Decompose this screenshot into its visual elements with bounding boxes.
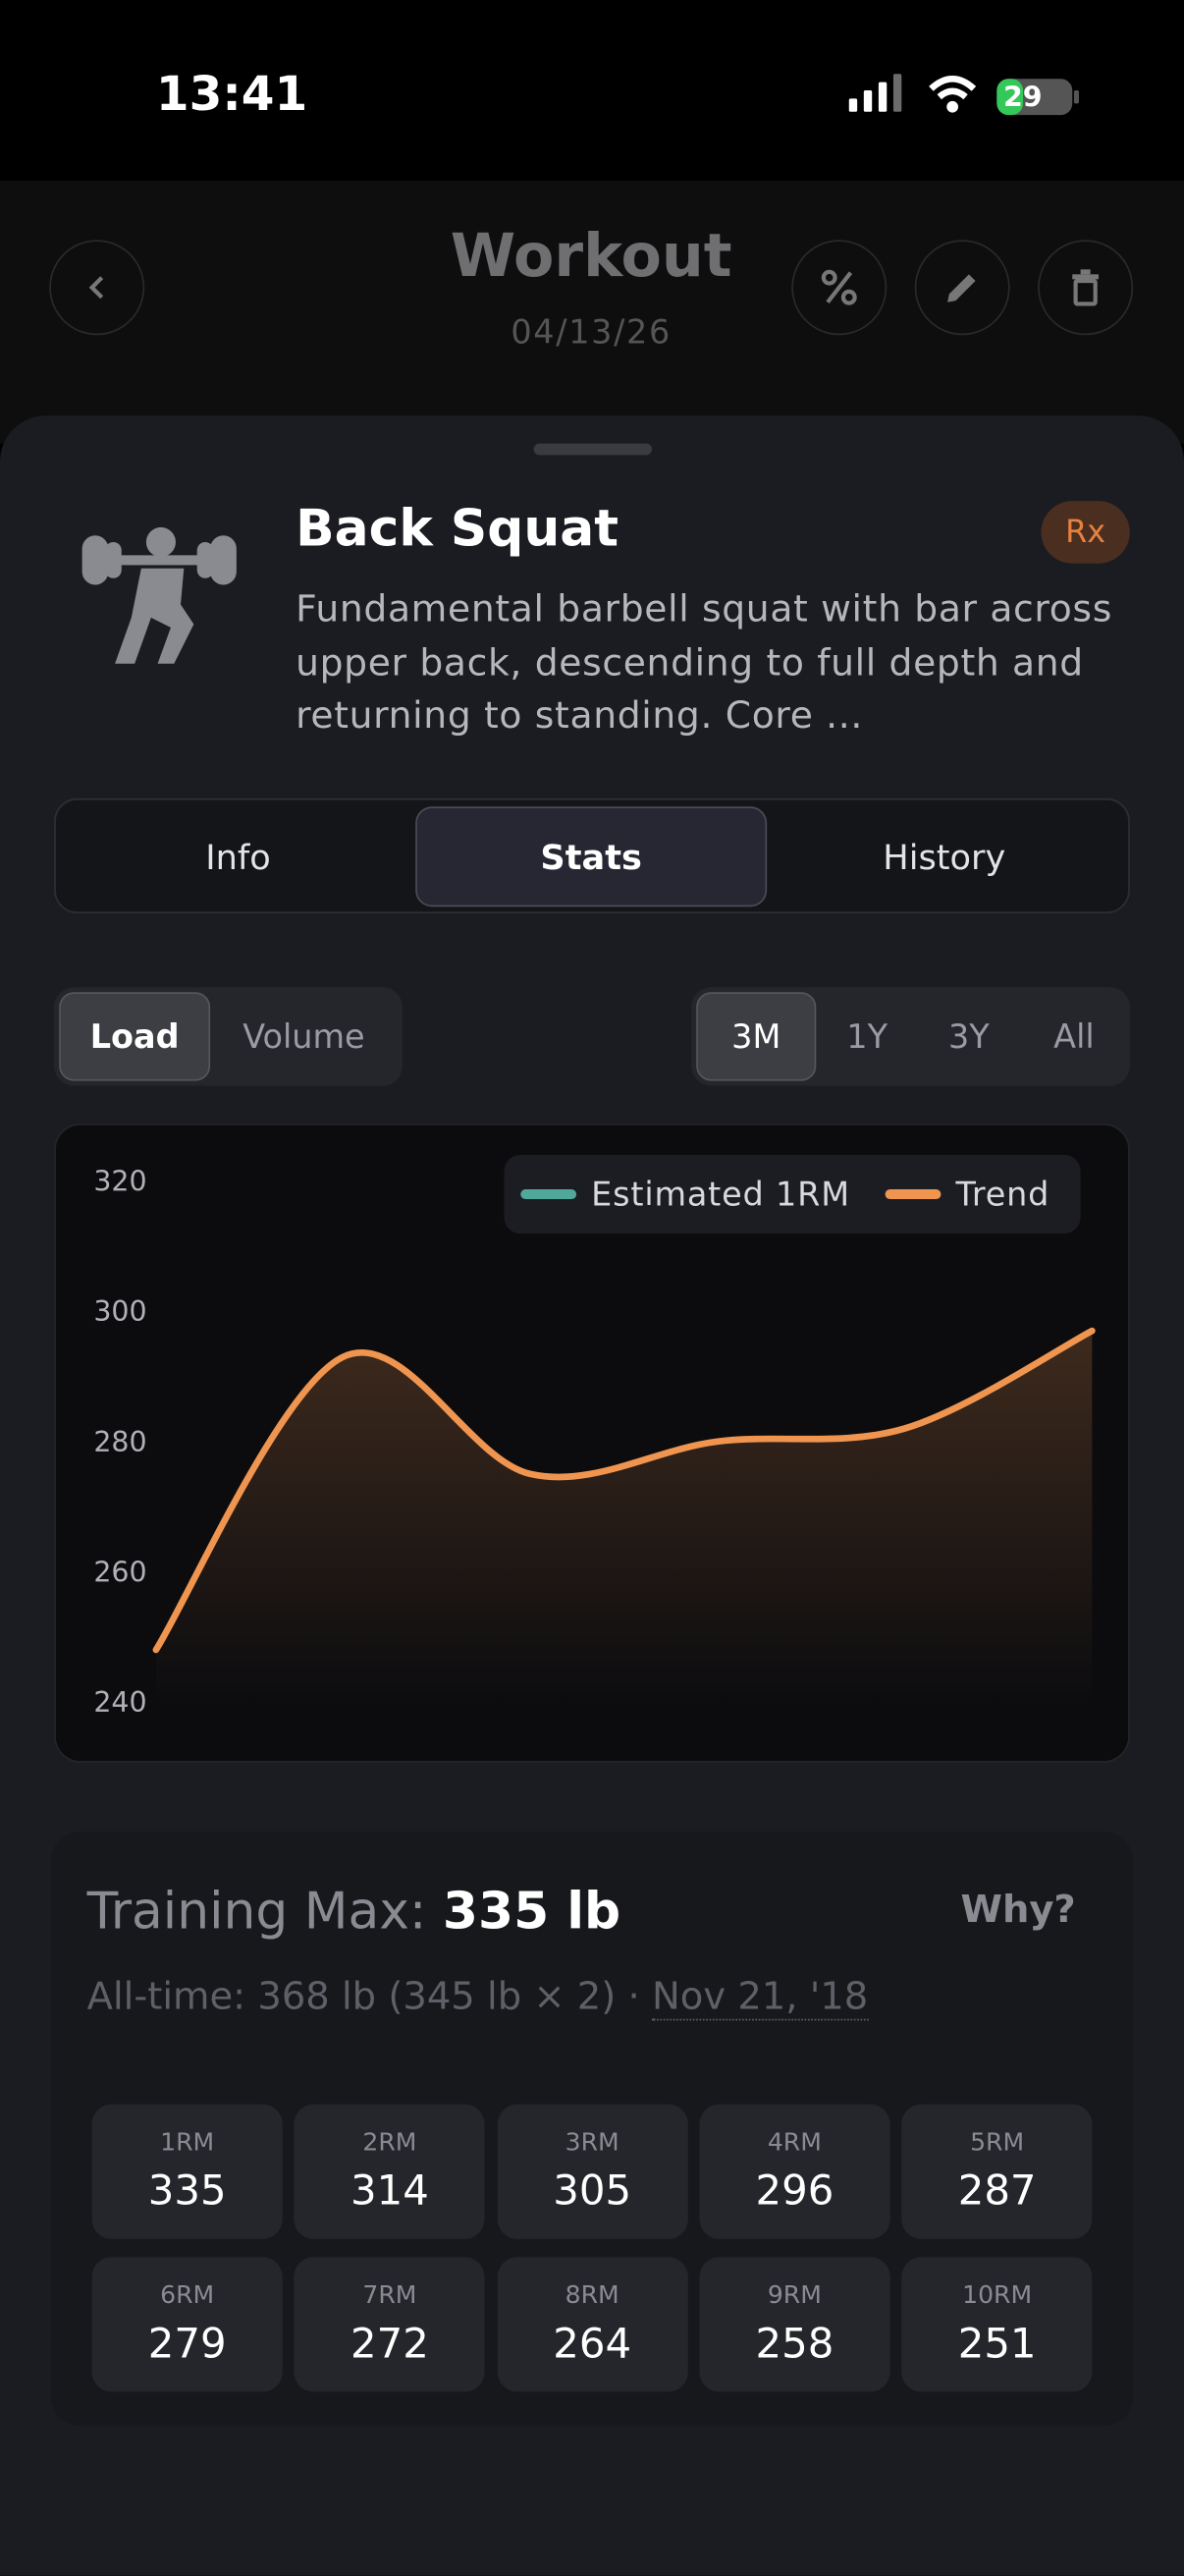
rep-max-value: 305 — [497, 2166, 687, 2215]
rep-max-value: 279 — [92, 2320, 283, 2368]
status-icons: 29 — [845, 73, 1092, 122]
rep-max-value: 272 — [295, 2320, 485, 2368]
chart: 240 260 280 300 320 Estimated 1RM Trend — [54, 1124, 1130, 1763]
rep-max-cell: 3RM 305 — [497, 2105, 687, 2239]
y-tick-label: 320 — [93, 1166, 146, 1198]
rep-max-cell: 2RM 314 — [295, 2105, 485, 2239]
rep-max-cell: 6RM 279 — [92, 2257, 283, 2391]
header-title: Workout — [329, 223, 854, 291]
rep-max-cell: 4RM 296 — [699, 2105, 889, 2239]
time: 13:41 — [156, 66, 307, 122]
rep-max-cell: 5RM 287 — [902, 2105, 1093, 2239]
battery: 29 — [1003, 82, 1043, 114]
exercise-icon — [79, 522, 242, 671]
tab[interactable]: History — [769, 806, 1120, 906]
y-tick-label: 260 — [93, 1556, 146, 1588]
rep-max-label: 9RM — [699, 2280, 889, 2310]
rep-max-label: 4RM — [699, 2127, 889, 2157]
training-max: Training Max: 335 lb — [87, 1883, 620, 1942]
rep-max-value: 258 — [699, 2320, 889, 2368]
exercise-name: Back Squat — [296, 499, 619, 558]
toggle-option[interactable]: Load — [59, 992, 210, 1080]
tab[interactable]: Info — [63, 806, 414, 906]
rep-max-cell: 7RM 272 — [295, 2257, 485, 2391]
rep-max-value: 264 — [497, 2320, 687, 2368]
y-tick-label: 280 — [93, 1426, 146, 1458]
delete-button[interactable] — [1038, 240, 1133, 335]
toggle-option[interactable]: 1Y — [821, 992, 913, 1080]
drag-handle[interactable] — [534, 444, 652, 456]
back-button[interactable] — [49, 240, 144, 335]
rep-max-label: 1RM — [92, 2127, 283, 2157]
all-time: All-time: 368 lb (345 lb × 2) · Nov 21, … — [87, 1976, 869, 2018]
all-time-text: All-time: 368 lb (345 lb × 2) · — [87, 1976, 640, 2018]
training-max-value: 335 lb — [443, 1883, 620, 1942]
exercise-description: Fundamental barbell squat with bar acros… — [296, 583, 1141, 743]
all-time-date[interactable]: Nov 21, '18 — [652, 1976, 868, 2020]
why-link[interactable]: Why? — [961, 1890, 1076, 1932]
rep-max-label: 10RM — [902, 2280, 1093, 2310]
y-tick-label: 300 — [93, 1295, 146, 1328]
rep-max-cell: 10RM 251 — [902, 2257, 1093, 2391]
rep-max-label: 5RM — [902, 2127, 1093, 2157]
legend-label: Estimated 1RM — [591, 1176, 850, 1214]
toggle-option[interactable]: 3M — [696, 992, 816, 1080]
percent-button[interactable] — [791, 240, 887, 335]
legend-label: Trend — [954, 1176, 1049, 1214]
rep-max-label: 6RM — [92, 2280, 283, 2310]
header-date: 04/13/26 — [329, 312, 854, 352]
rep-max-label: 7RM — [295, 2280, 485, 2310]
rep-max-value: 335 — [92, 2166, 283, 2215]
rep-max-value: 287 — [902, 2166, 1093, 2215]
tab[interactable]: Stats — [415, 806, 767, 906]
rep-max-value: 251 — [902, 2320, 1093, 2368]
rep-max-value: 314 — [295, 2166, 485, 2215]
toggle-option[interactable]: All — [1028, 992, 1120, 1080]
rep-max-label: 8RM — [497, 2280, 687, 2310]
rep-max-label: 3RM — [497, 2127, 687, 2157]
rx-badge: Rx — [1041, 501, 1129, 564]
y-tick-label: 240 — [93, 1686, 146, 1719]
edit-button[interactable] — [915, 240, 1010, 335]
trend-area — [156, 1331, 1092, 1702]
rep-max-cell: 8RM 264 — [497, 2257, 687, 2391]
training-max-label: Training Max: — [87, 1883, 427, 1942]
toggle-option[interactable]: Volume — [213, 992, 394, 1080]
rep-max-label: 2RM — [295, 2127, 485, 2157]
rep-max-value: 296 — [699, 2166, 889, 2215]
rep-max-cell: 1RM 335 — [92, 2105, 283, 2239]
rep-max-cell: 9RM 258 — [699, 2257, 889, 2391]
toggle-option[interactable]: 3Y — [923, 992, 1015, 1080]
